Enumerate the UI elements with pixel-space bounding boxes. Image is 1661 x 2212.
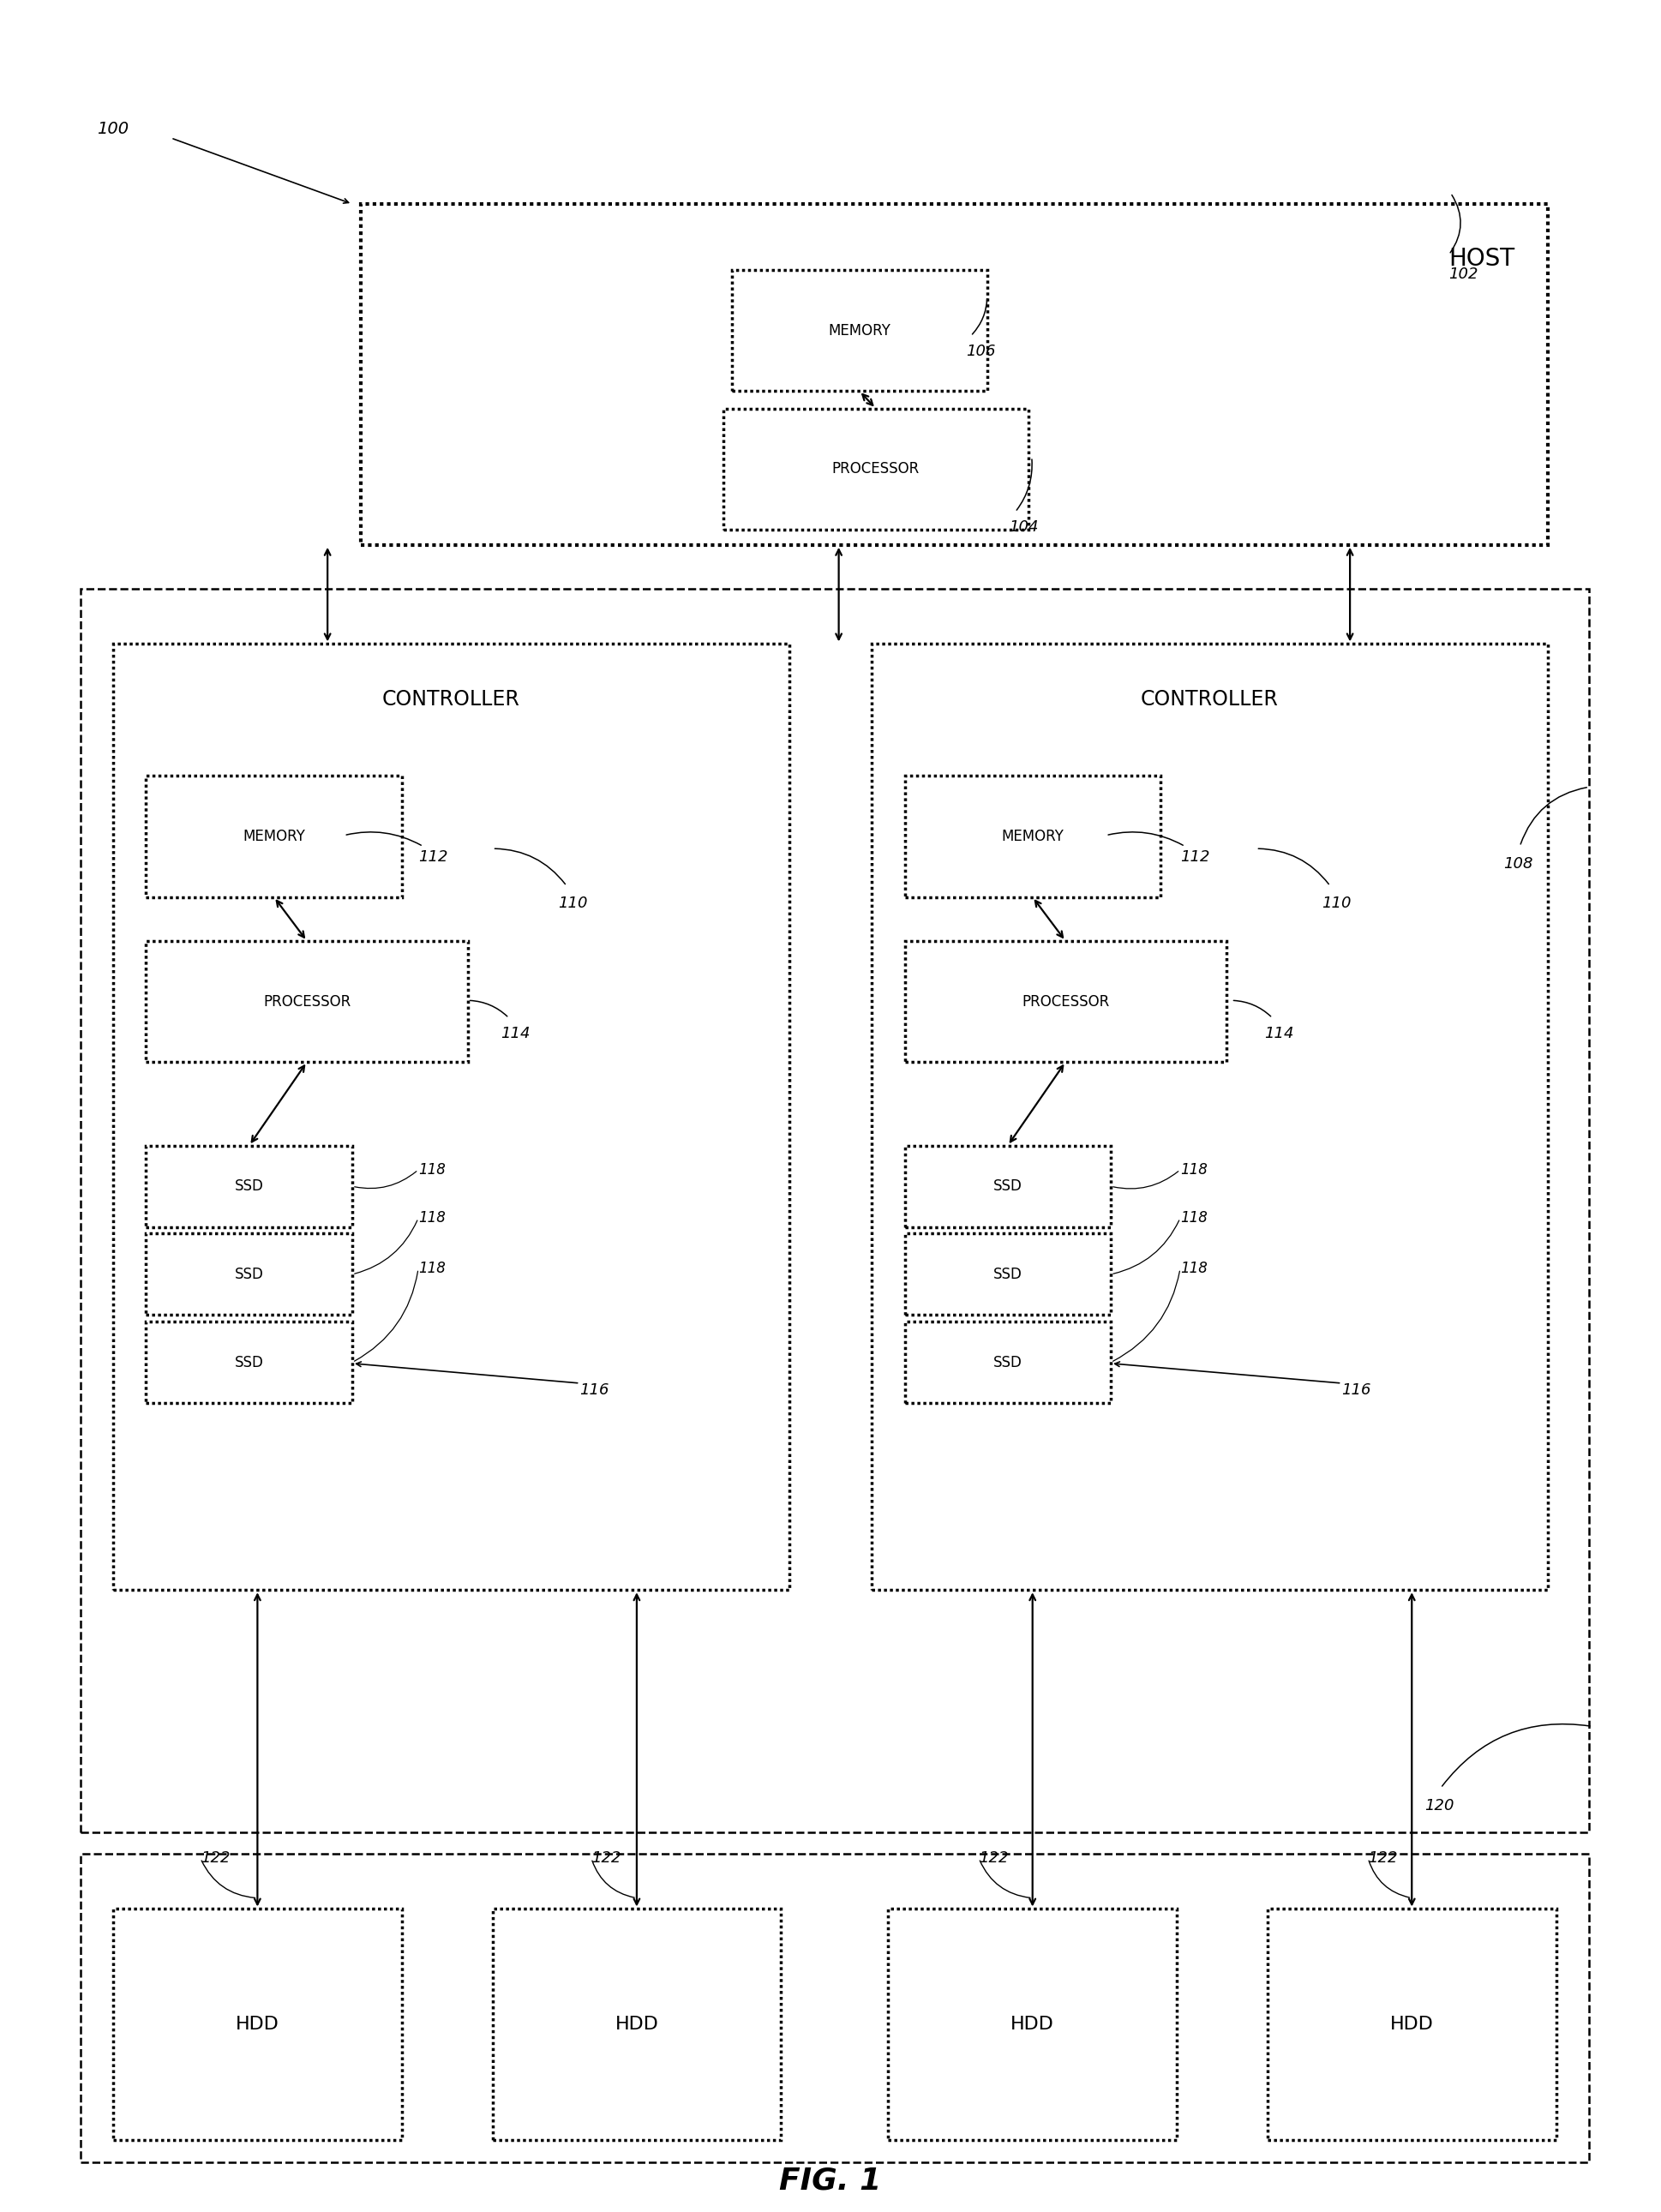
Text: 114: 114: [1264, 1026, 1294, 1042]
Text: CONTROLLER: CONTROLLER: [382, 688, 520, 710]
Text: 110: 110: [1322, 896, 1352, 911]
Text: 122: 122: [1369, 1851, 1397, 1867]
Bar: [360, 204, 1548, 544]
Text: PROCESSOR: PROCESSOR: [832, 462, 920, 478]
Bar: [146, 1234, 352, 1314]
Text: 122: 122: [591, 1851, 621, 1867]
Text: SSD: SSD: [993, 1179, 1022, 1194]
Text: 104: 104: [1008, 520, 1038, 535]
Text: SSD: SSD: [993, 1354, 1022, 1369]
Bar: [492, 1909, 781, 2139]
Text: 122: 122: [201, 1851, 231, 1867]
Text: SSD: SSD: [234, 1267, 264, 1283]
Text: SSD: SSD: [993, 1267, 1022, 1283]
Text: 114: 114: [500, 1026, 530, 1042]
Bar: [889, 1909, 1176, 2139]
Bar: [872, 644, 1548, 1590]
Text: FIG. 1: FIG. 1: [779, 2166, 882, 2194]
Bar: [731, 270, 987, 392]
Text: 118: 118: [1179, 1161, 1208, 1177]
Text: 118: 118: [419, 1161, 445, 1177]
Bar: [146, 940, 468, 1062]
Bar: [113, 1909, 402, 2139]
Text: PROCESSOR: PROCESSOR: [262, 993, 350, 1009]
Bar: [146, 776, 402, 898]
Text: 118: 118: [419, 1210, 445, 1225]
Bar: [80, 1854, 1590, 2161]
Text: 122: 122: [978, 1851, 1008, 1867]
Text: MEMORY: MEMORY: [1002, 830, 1063, 845]
Bar: [146, 1321, 352, 1402]
Text: SSD: SSD: [234, 1179, 264, 1194]
Bar: [146, 1146, 352, 1228]
Text: 108: 108: [1503, 856, 1533, 872]
Text: 110: 110: [558, 896, 588, 911]
Text: 112: 112: [419, 849, 448, 865]
Text: 118: 118: [1179, 1210, 1208, 1225]
Bar: [1267, 1909, 1556, 2139]
Bar: [905, 1234, 1111, 1314]
Text: HDD: HDD: [1010, 2015, 1055, 2033]
Text: HDD: HDD: [615, 2015, 658, 2033]
Text: 116: 116: [1342, 1382, 1372, 1398]
Text: HDD: HDD: [1390, 2015, 1433, 2033]
Text: MEMORY: MEMORY: [829, 323, 890, 338]
Bar: [905, 776, 1161, 898]
Text: 100: 100: [96, 122, 128, 137]
Bar: [905, 1146, 1111, 1228]
Text: 118: 118: [419, 1261, 445, 1276]
Text: 106: 106: [965, 343, 995, 358]
Text: PROCESSOR: PROCESSOR: [1022, 993, 1110, 1009]
Bar: [905, 1321, 1111, 1402]
Text: HOST: HOST: [1448, 248, 1515, 270]
Text: 102: 102: [1448, 268, 1478, 283]
Text: CONTROLLER: CONTROLLER: [1141, 688, 1279, 710]
Text: 116: 116: [580, 1382, 610, 1398]
Text: HDD: HDD: [236, 2015, 279, 2033]
Text: 112: 112: [1179, 849, 1209, 865]
Bar: [113, 644, 789, 1590]
Bar: [723, 409, 1028, 529]
Text: MEMORY: MEMORY: [243, 830, 306, 845]
Bar: [905, 940, 1226, 1062]
Text: SSD: SSD: [234, 1354, 264, 1369]
Bar: [80, 588, 1590, 1832]
Text: 118: 118: [1179, 1261, 1208, 1276]
Text: 120: 120: [1423, 1798, 1453, 1814]
